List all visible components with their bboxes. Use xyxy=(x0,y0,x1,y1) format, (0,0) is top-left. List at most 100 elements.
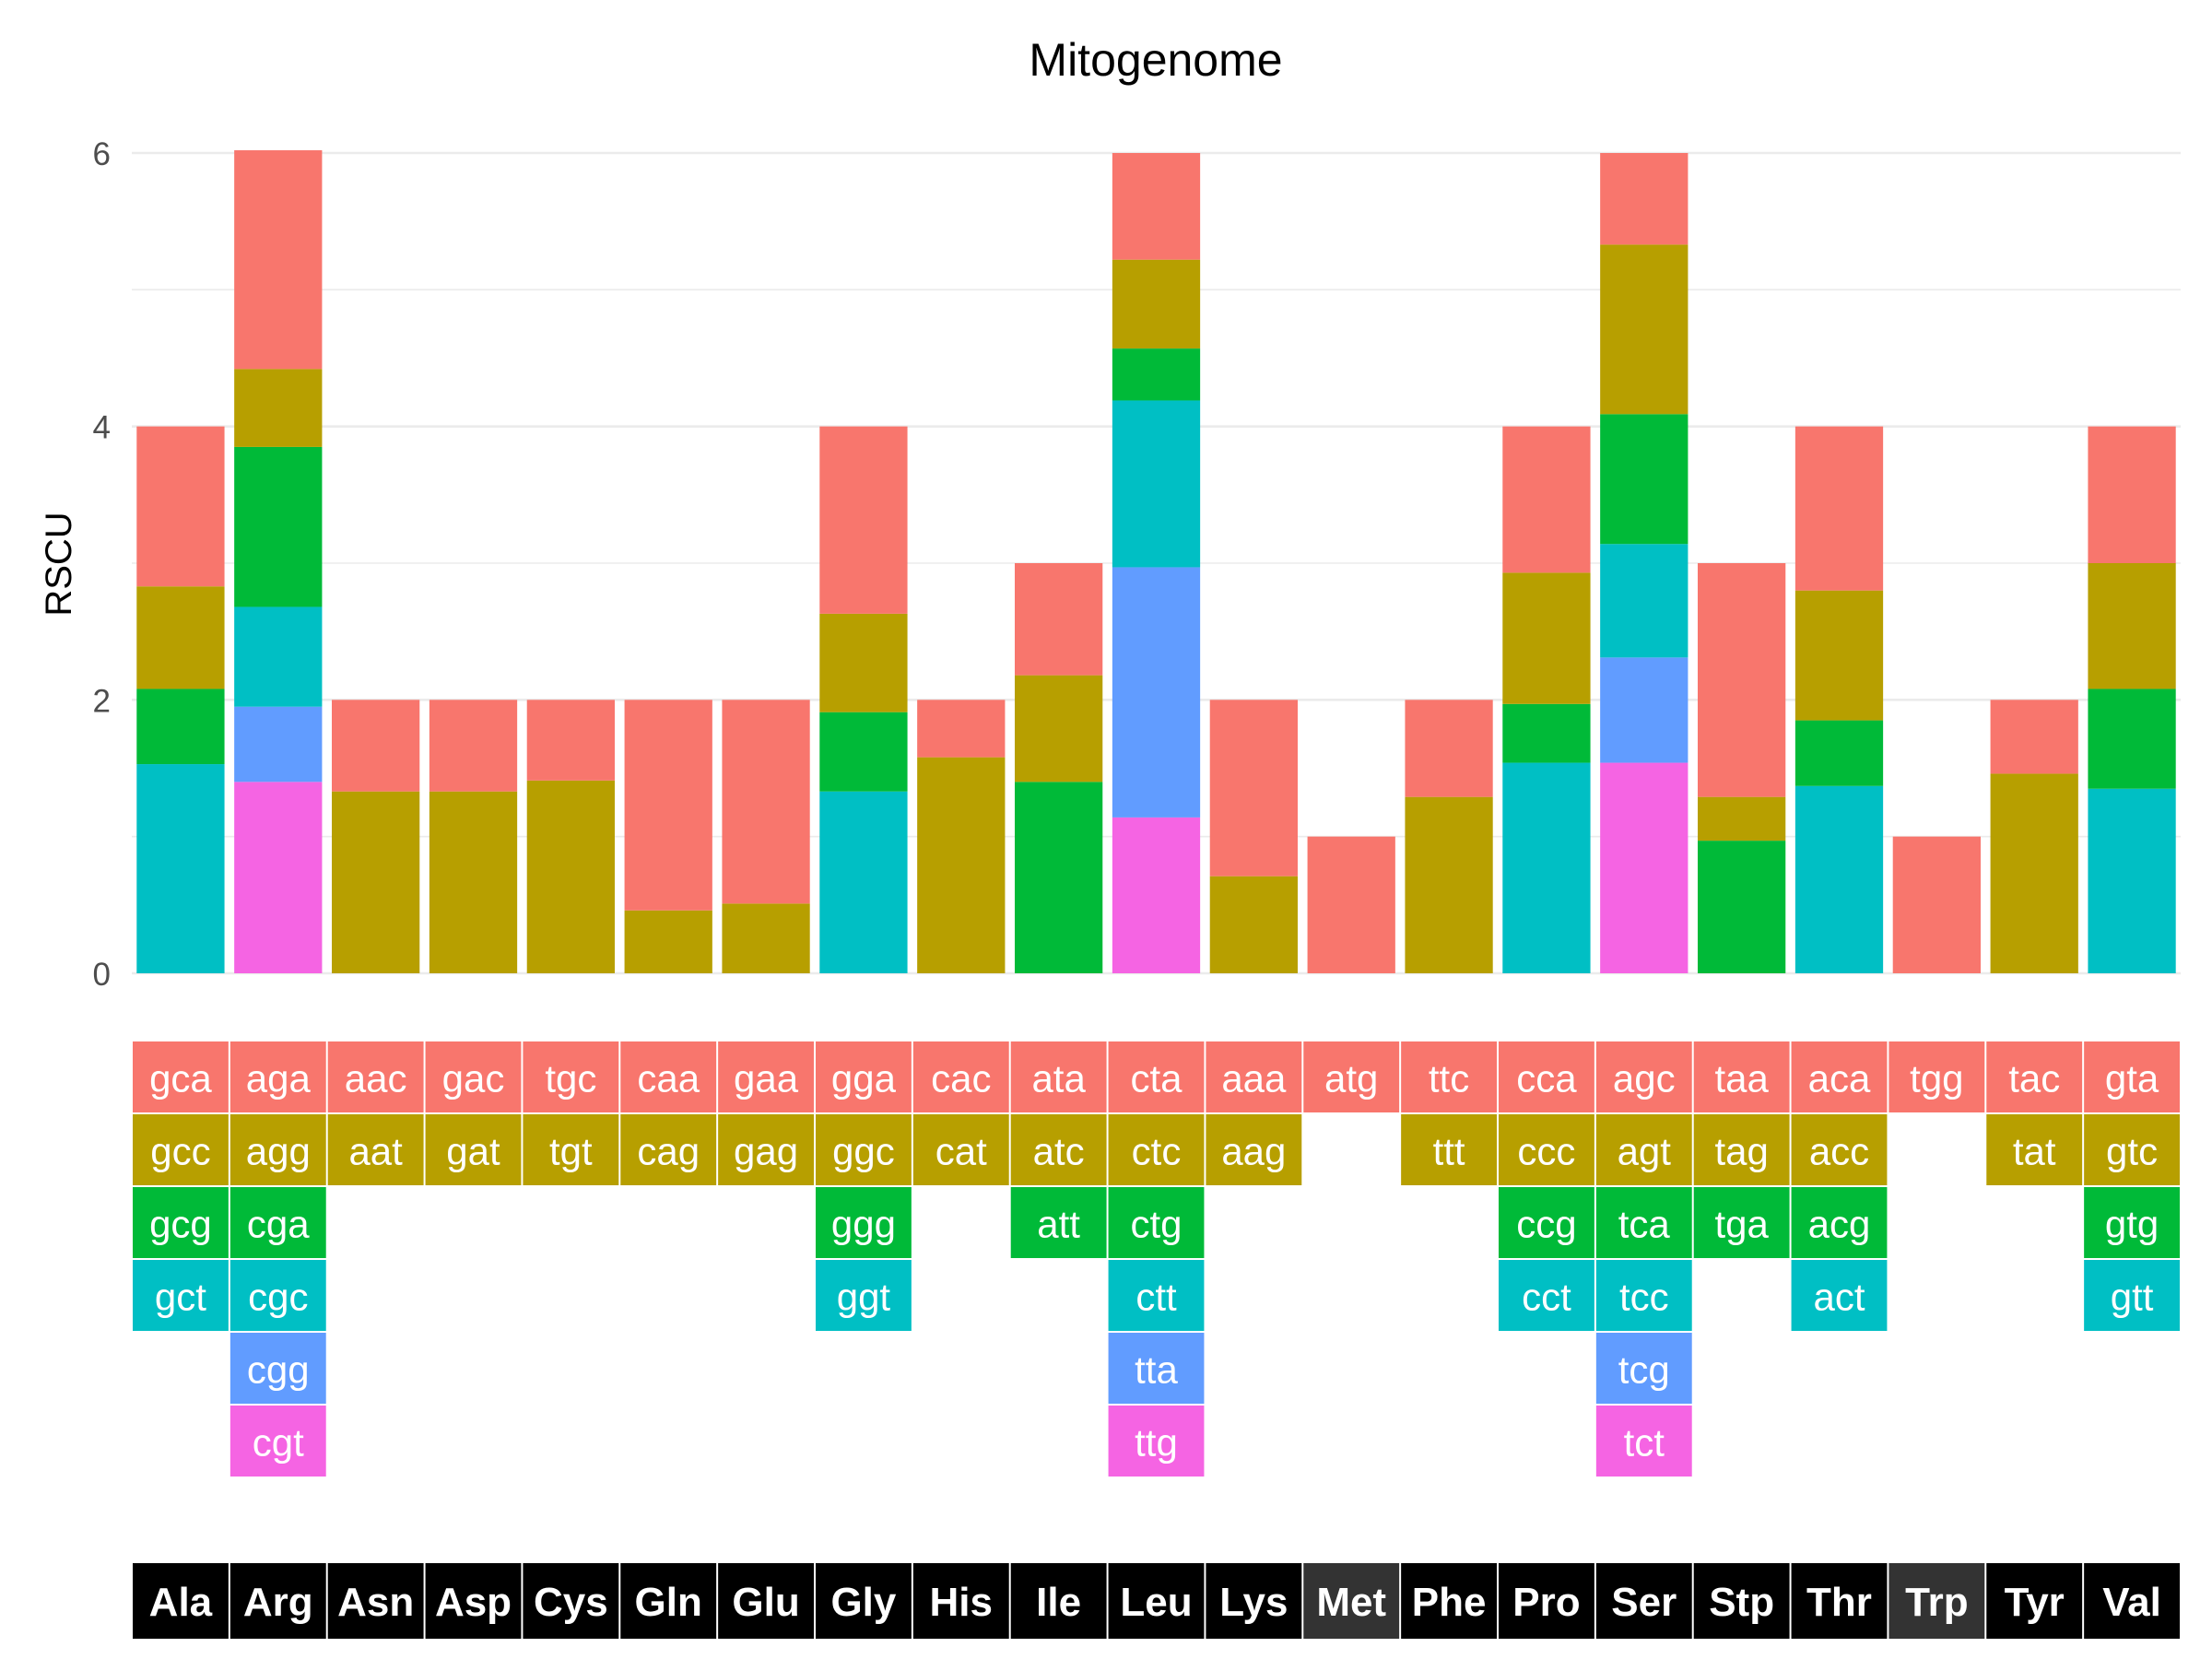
amino-acid-cell xyxy=(1303,1563,1400,1639)
bar-segment-cgt xyxy=(234,782,323,973)
bar-segment-agc xyxy=(1600,153,1688,245)
codon-cell xyxy=(718,1041,814,1112)
amino-acid-label-pro: Pro xyxy=(1512,1580,1580,1625)
codon-cell xyxy=(1791,1041,1888,1112)
bar-segment-cta xyxy=(1112,153,1201,260)
amino-acid-label-gln: Gln xyxy=(635,1580,702,1625)
codon-cell xyxy=(1108,1260,1205,1331)
codon-label-caa: caa xyxy=(637,1057,700,1100)
bar-segment-tat xyxy=(1990,773,2078,973)
codon-cell xyxy=(816,1041,912,1112)
bar-segment-ggc xyxy=(819,613,908,712)
bar-segment-atc xyxy=(1015,675,1103,782)
amino-acid-label-phe: Phe xyxy=(1412,1580,1487,1625)
codon-cell xyxy=(1791,1260,1888,1331)
bar-segment-cat xyxy=(917,757,1006,973)
codon-cell xyxy=(1595,1260,1692,1331)
bar-segment-agt xyxy=(1600,244,1688,415)
codon-label-ggg: ggg xyxy=(831,1203,896,1246)
codon-cell xyxy=(1303,1041,1400,1112)
bar-segment-ggt xyxy=(819,791,908,973)
bar-segment-cgg xyxy=(234,706,323,782)
amino-acid-label-asp: Asp xyxy=(435,1580,512,1625)
bar-segment-ctc xyxy=(1112,259,1201,349)
bar-segment-ctt xyxy=(1112,400,1201,568)
codon-label-aag: aag xyxy=(1221,1130,1286,1173)
chart-title: Mitogenome xyxy=(1029,34,1282,86)
codon-label-cga: cga xyxy=(247,1203,310,1246)
bar-segment-cgc xyxy=(234,606,323,707)
codon-label-ccg: ccg xyxy=(1516,1203,1576,1246)
bar-segment-tgc xyxy=(526,700,615,781)
y-tick-label: 4 xyxy=(93,410,111,446)
codon-cell xyxy=(229,1114,326,1185)
codon-cell xyxy=(1206,1114,1302,1185)
bar-segment-ccc xyxy=(1502,572,1591,704)
bar-segment-cga xyxy=(234,446,323,607)
amino-acid-label-met: Met xyxy=(1316,1580,1386,1625)
amino-acid-cell xyxy=(1206,1563,1302,1639)
bar-segment-gct xyxy=(136,764,225,973)
amino-acid-cell xyxy=(133,1563,229,1639)
bar-segment-cca xyxy=(1502,426,1591,573)
amino-acid-cell xyxy=(1986,1563,2083,1639)
amino-acid-cell xyxy=(620,1563,717,1639)
bar-segment-ttc xyxy=(1405,700,1493,797)
codon-label-acg: acg xyxy=(1808,1203,1871,1246)
codon-label-gcg: gcg xyxy=(149,1203,212,1246)
codon-label-cat: cat xyxy=(935,1130,987,1173)
amino-acid-strip: Ala Arg Asn Asp Cys Gln Glu Gly His Ile Leu Lys Met P… xyxy=(133,1563,2180,1639)
codon-cell xyxy=(1499,1260,1594,1331)
bar-segment-gag xyxy=(722,903,810,973)
amino-acid-label-ala: Ala xyxy=(149,1580,213,1625)
amino-acid-label-cys: Cys xyxy=(534,1580,608,1625)
amino-acid-cell xyxy=(2084,1563,2180,1639)
codon-label-aac: aac xyxy=(345,1057,407,1100)
bar-segment-gat xyxy=(429,791,518,973)
y-tick-label: 2 xyxy=(93,683,111,719)
bar-segment-tta xyxy=(1112,567,1201,818)
amino-acid-label-ser: Ser xyxy=(1611,1580,1677,1625)
codon-label-gac: gac xyxy=(442,1057,505,1100)
bar-segment-tga xyxy=(1698,841,1786,973)
bar-segment-ttg xyxy=(1112,817,1201,973)
codon-cell xyxy=(1595,1333,1692,1404)
amino-acid-cell xyxy=(1888,1563,1985,1639)
codon-cell xyxy=(327,1041,424,1112)
codon-cell xyxy=(1791,1114,1888,1185)
bar-segment-acc xyxy=(1794,590,1884,721)
bar-segment-gtt xyxy=(2088,788,2176,973)
bar-segment-tcg xyxy=(1600,657,1688,763)
codon-label-aat: aat xyxy=(348,1130,403,1173)
codon-cell xyxy=(1888,1041,1985,1112)
bar-segment-ata xyxy=(1015,563,1103,676)
codon-cell xyxy=(1206,1041,1302,1112)
codon-label-tac: tac xyxy=(2008,1057,2060,1100)
codon-label-gtt: gtt xyxy=(2111,1276,2154,1319)
y-axis-title: RSCU xyxy=(39,512,79,616)
bar-segment-ttt xyxy=(1405,796,1493,973)
codon-label-gcc: gcc xyxy=(150,1130,210,1173)
amino-acid-cell xyxy=(1401,1563,1497,1639)
amino-acid-label-asn: Asn xyxy=(337,1580,414,1625)
codon-cell xyxy=(229,1260,326,1331)
codon-cell xyxy=(1010,1114,1107,1185)
codon-label-ggt: ggt xyxy=(837,1276,891,1319)
codon-cell xyxy=(327,1114,424,1185)
codon-cell xyxy=(1108,1187,1205,1258)
bar-segment-gcc xyxy=(136,586,225,689)
codon-label-tcg: tcg xyxy=(1618,1348,1670,1392)
amino-acid-label-thr: Thr xyxy=(1806,1580,1872,1625)
amino-acid-cell xyxy=(327,1563,424,1639)
codon-cell xyxy=(912,1041,1009,1112)
bar-segment-tcc xyxy=(1600,544,1688,658)
codon-label-tat: tat xyxy=(2013,1130,2056,1173)
amino-acid-cell xyxy=(523,1563,619,1639)
codon-label-tgg: tgg xyxy=(1910,1057,1963,1100)
bar-segment-aca xyxy=(1794,426,1884,591)
amino-acid-cell xyxy=(425,1563,522,1639)
codon-cell xyxy=(1401,1114,1497,1185)
codon-cell xyxy=(1986,1041,2083,1112)
bar-segment-cac xyxy=(917,700,1006,758)
